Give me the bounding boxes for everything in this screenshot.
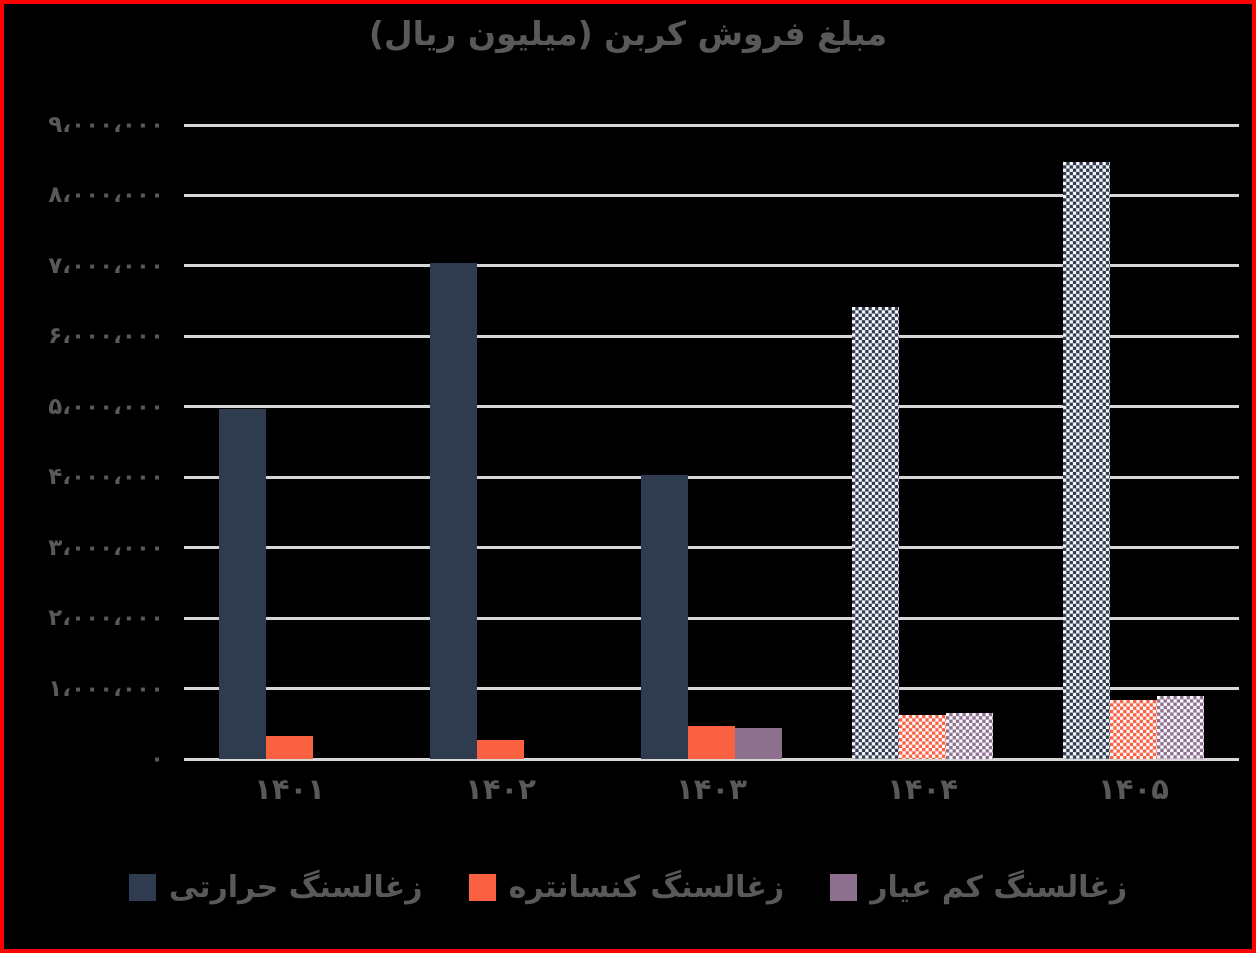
legend-label: زغالسنگ حرارتی xyxy=(168,870,423,905)
bar-coal-concentrate xyxy=(688,725,735,759)
y-axis-label: ۷،۰۰۰،۰۰۰ xyxy=(48,252,164,279)
bar-thermal-coal xyxy=(852,306,900,759)
gridline xyxy=(184,616,1239,620)
x-axis-label: ۱۴۰۲ xyxy=(465,772,536,806)
legend-label: زغالسنگ کم عیار xyxy=(870,870,1128,905)
bar-coal-concentrate xyxy=(266,735,313,759)
bar-low-grade-coal xyxy=(1156,696,1204,759)
y-axis-label: ۸،۰۰۰،۰۰۰ xyxy=(48,182,164,209)
bar-coal-concentrate xyxy=(477,739,524,759)
legend-item: زغالسنگ کنسانتره xyxy=(468,870,785,905)
x-axis-label: ۱۴۰۳ xyxy=(676,772,747,806)
bar-thermal-coal xyxy=(430,263,478,759)
y-axis-label: ۲،۰۰۰،۰۰۰ xyxy=(48,605,164,632)
y-axis-label: ۳،۰۰۰،۰۰۰ xyxy=(48,534,164,561)
bar-coal-concentrate xyxy=(899,715,946,759)
y-axis-label: ۴،۰۰۰،۰۰۰ xyxy=(48,464,164,491)
gridline xyxy=(184,757,1239,761)
bar-low-grade-coal xyxy=(734,728,782,759)
gridline xyxy=(184,264,1239,268)
plot-area xyxy=(184,123,1239,761)
y-axis-label: ۱،۰۰۰،۰۰۰ xyxy=(48,675,164,702)
x-axis-label: ۱۴۰۱ xyxy=(254,772,325,806)
gridline xyxy=(184,193,1239,197)
x-axis-label: ۱۴۰۴ xyxy=(887,772,958,806)
bar-thermal-coal xyxy=(641,475,689,759)
gridline xyxy=(184,123,1239,127)
y-axis-label: ۰ xyxy=(149,746,164,772)
y-axis-label: ۵،۰۰۰،۰۰۰ xyxy=(48,393,164,420)
legend-swatch-icon xyxy=(468,874,496,901)
gridline xyxy=(184,334,1239,338)
x-axis-label: ۱۴۰۵ xyxy=(1098,772,1169,806)
gridline xyxy=(184,405,1239,409)
gridline xyxy=(184,687,1239,691)
bar-thermal-coal xyxy=(219,408,267,759)
legend-swatch-icon xyxy=(128,874,156,901)
bar-coal-concentrate xyxy=(1110,699,1157,759)
legend-label: زغالسنگ کنسانتره xyxy=(508,870,785,905)
legend: زغالسنگ حرارتی زغالسنگ کنسانتره زغالسنگ کم… xyxy=(4,870,1252,905)
bar-low-grade-coal xyxy=(945,712,993,759)
gridline xyxy=(184,546,1239,550)
legend-item: زغالسنگ حرارتی xyxy=(128,870,423,905)
legend-swatch-icon xyxy=(830,874,858,901)
bar-thermal-coal xyxy=(1063,162,1111,759)
y-axis-label: ۶،۰۰۰،۰۰۰ xyxy=(48,323,164,350)
gridline xyxy=(184,475,1239,479)
chart-title: مبلغ فروش کربن (میلیون ریال) xyxy=(368,14,888,53)
y-axis-label: ۹،۰۰۰،۰۰۰ xyxy=(48,112,164,138)
legend-item: زغالسنگ کم عیار xyxy=(830,870,1127,905)
